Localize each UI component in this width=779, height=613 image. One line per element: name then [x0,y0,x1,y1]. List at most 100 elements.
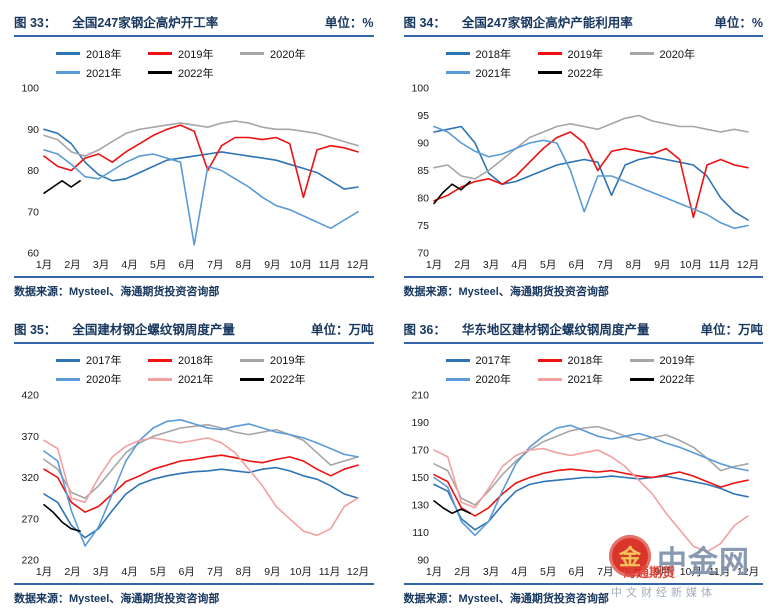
legend-swatch [148,377,172,381]
chart-title: 全国247家钢企高炉产能利用率 [461,16,633,30]
legend-item: 2020年 [445,370,538,389]
watermark-subtitle: 中文财经新媒体 [611,587,716,599]
svg-text:10月: 10月 [290,566,312,578]
legend-swatch [445,52,470,55]
svg-text:4月: 4月 [511,566,527,578]
svg-text:3月: 3月 [482,566,498,578]
legend-item: 2018年 [148,351,240,370]
legend-label: 2020年 [475,374,511,386]
legend-item: 2021年 [445,63,538,82]
svg-text:95: 95 [417,110,429,122]
header-left: 图 33： 全国247家钢企高炉开工率 [14,12,218,31]
legend-label: 2019年 [270,355,306,367]
svg-text:3月: 3月 [482,259,498,271]
legend-item: 2021年 [56,63,148,82]
legend: 2017年 2018年 2019年 2020年 2021年 2022年 [445,351,728,389]
svg-text:70: 70 [417,248,429,260]
legend-item: 2019年 [537,44,630,63]
chart-panel-fig33: 图 33： 全国247家钢企高炉开工率 单位：% 2018年 2019年 2020年 2… [0,0,390,307]
svg-text:12月: 12月 [347,566,369,578]
legend-label: 2021年 [178,374,214,386]
legend-item: 2021年 [148,370,240,389]
legend-swatch [537,71,562,74]
legend-swatch [629,377,654,381]
unit-label: 单位：% [714,16,763,30]
figure-label: 图 35： [14,322,57,337]
chart-header: 图 34： 全国247家钢企高炉产能利用率 单位：% [403,12,763,37]
legend-swatch [56,358,80,362]
legend-item: 2022年 [148,63,240,82]
legend-swatch [445,358,470,362]
svg-text:1月: 1月 [425,566,441,578]
svg-text:170: 170 [411,444,429,456]
legend-item: 2019年 [240,351,332,370]
legend-label: 2019年 [659,355,695,367]
unit-label: 单位：万吨 [700,322,763,337]
legend-label: 2021年 [475,67,511,80]
legend-item: 2022年 [537,63,630,82]
svg-text:6月: 6月 [568,259,584,271]
legend-label: 2017年 [475,355,511,367]
legend-label: 2021年 [567,374,603,386]
legend-swatch [537,52,562,55]
svg-text:210: 210 [411,390,429,402]
svg-text:150: 150 [411,472,429,484]
svg-text:11月: 11月 [708,259,729,271]
legend-item: 2022年 [240,370,332,389]
chart-header: 图 36： 华东地区建材钢企螺纹钢周度产量 单位：万吨 [403,319,763,344]
legend-label: 2018年 [86,48,122,61]
legend-swatch [56,71,80,74]
svg-text:10月: 10月 [290,259,312,271]
figure-label: 图 36： [403,322,446,337]
legend-swatch [240,358,264,362]
svg-text:8月: 8月 [236,566,252,578]
data-source: 数据来源：Mysteel、海通期货投资咨询部 [403,276,763,299]
chart-panel-fig35: 图 35： 全国建材钢企螺纹钢周度产量 单位：万吨 2017年 2018年 2019年… [0,307,390,613]
chart-header: 图 35： 全国建材钢企螺纹钢周度产量 单位：万吨 [14,319,374,344]
legend-swatch [148,52,172,55]
svg-text:6月: 6月 [568,566,584,578]
svg-text:6月: 6月 [179,259,195,271]
svg-text:8月: 8月 [625,259,641,271]
legend-label: 2018年 [178,355,214,367]
legend-swatch [56,377,80,381]
figure-label: 图 34： [403,16,446,30]
chart-panel-fig34: 图 34： 全国247家钢企高炉产能利用率 单位：% 2018年 2019年 2020… [390,0,779,307]
legend-item: 2020年 [56,370,148,389]
svg-text:90: 90 [417,554,429,566]
svg-text:3月: 3月 [93,259,109,271]
svg-text:12月: 12月 [736,259,758,271]
legend-label: 2022年 [270,374,306,386]
legend: 2018年 2019年 2020年 2021年 2022年 [445,44,728,82]
data-source: 数据来源：Mysteel、海通期货投资咨询部 [14,582,374,606]
svg-text:60: 60 [27,248,39,260]
header-left: 图 36： 华东地区建材钢企螺纹钢周度产量 [404,319,650,338]
svg-text:9月: 9月 [654,566,670,578]
header-left: 图 34： 全国247家钢企高炉产能利用率 [404,12,633,31]
data-source: 数据来源：Mysteel、海通期货投资咨询部 [14,276,374,299]
legend-swatch [148,358,172,362]
svg-text:9月: 9月 [654,259,670,271]
svg-text:1月: 1月 [425,259,441,271]
svg-text:5月: 5月 [150,259,166,271]
svg-text:11月: 11月 [708,566,729,578]
legend-label: 2020年 [659,48,695,61]
figure-label: 图 33： [14,16,57,30]
legend-label: 2021年 [86,67,122,80]
legend-item: 2022年 [629,370,722,389]
legend-label: 2019年 [178,48,214,61]
header-left: 图 35： 全国建材钢企螺纹钢周度产量 [14,319,235,338]
chart-title: 全国247家钢企高炉开工率 [72,16,219,30]
watermark-brand: 中金网 [657,546,750,579]
svg-text:5月: 5月 [540,259,556,271]
legend-label: 2022年 [659,374,695,386]
legend-item: 2021年 [537,370,630,389]
svg-text:11月: 11月 [319,566,340,578]
legend: 2018年 2019年 2020年 2021年 2022年 [56,44,338,82]
svg-text:90: 90 [27,124,39,136]
svg-text:7月: 7月 [207,259,223,271]
svg-text:190: 190 [411,417,429,429]
